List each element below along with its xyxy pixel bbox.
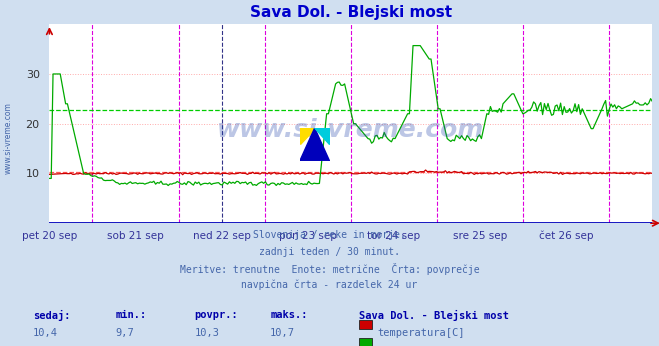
Text: povpr.:: povpr.: bbox=[194, 310, 238, 320]
Text: Sava Dol. - Blejski most: Sava Dol. - Blejski most bbox=[359, 310, 509, 321]
Text: www.si-vreme.com: www.si-vreme.com bbox=[4, 102, 13, 174]
Text: navpična črta - razdelek 24 ur: navpična črta - razdelek 24 ur bbox=[241, 280, 418, 290]
Polygon shape bbox=[300, 128, 315, 145]
Text: sedaj:: sedaj: bbox=[33, 310, 71, 321]
Text: 10,4: 10,4 bbox=[33, 328, 58, 338]
Title: Sava Dol. - Blejski most: Sava Dol. - Blejski most bbox=[250, 5, 452, 20]
Text: Meritve: trenutne  Enote: metrične  Črta: povprečje: Meritve: trenutne Enote: metrične Črta: … bbox=[180, 263, 479, 275]
Text: www.si-vreme.com: www.si-vreme.com bbox=[217, 118, 484, 142]
Text: 9,7: 9,7 bbox=[115, 328, 134, 338]
Text: zadnji teden / 30 minut.: zadnji teden / 30 minut. bbox=[259, 247, 400, 257]
Text: 10,7: 10,7 bbox=[270, 328, 295, 338]
Text: temperatura[C]: temperatura[C] bbox=[378, 328, 465, 338]
Polygon shape bbox=[315, 128, 330, 145]
Text: Slovenija / reke in morje.: Slovenija / reke in morje. bbox=[253, 230, 406, 240]
Text: 10,3: 10,3 bbox=[194, 328, 219, 338]
Polygon shape bbox=[315, 128, 330, 145]
Text: min.:: min.: bbox=[115, 310, 146, 320]
Polygon shape bbox=[300, 128, 330, 161]
Text: maks.:: maks.: bbox=[270, 310, 308, 320]
